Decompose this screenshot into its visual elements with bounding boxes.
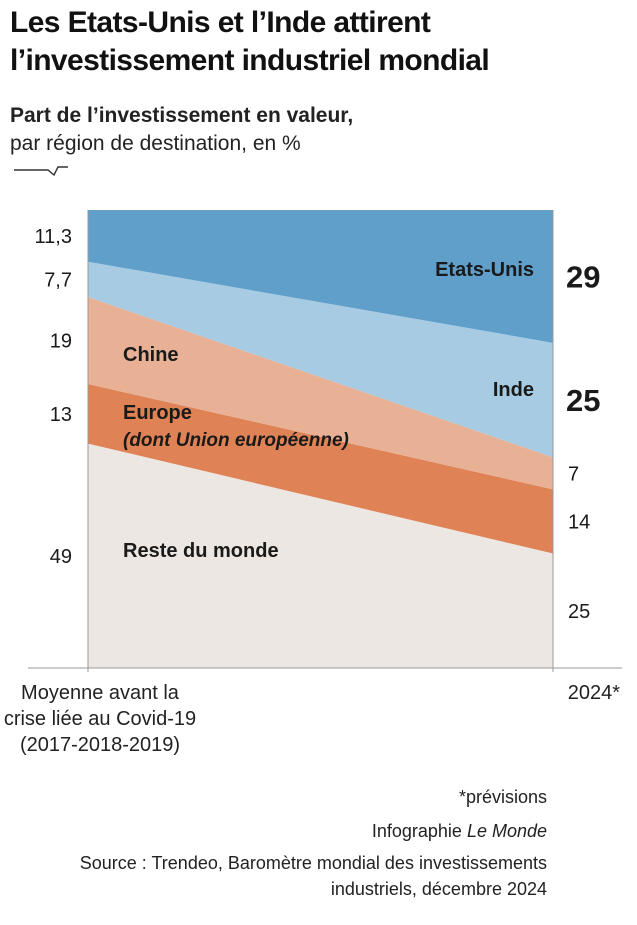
x-category-left: Moyenne avant la crise liée au Covid-19 … [3,682,197,756]
area-etats-unis [88,210,553,343]
left-value-reste-du-monde: 49 [50,546,72,568]
credit: Infographie Le Monde [372,818,547,844]
series-label-europe: Europe [123,402,192,424]
x-category-right: 2024* [567,682,620,704]
right-value-etats-unis: 29 [566,259,600,294]
area-reste-du-monde [88,443,553,668]
subtitle-bold: Part de l’investissement en valeur, [10,104,354,127]
left-value-etats-unis: 11,3 [35,226,72,248]
subtitle-regular: par région de destination, en % [10,132,301,155]
series-label-chine: Chine [123,344,179,366]
series-label-inde: Inde [493,379,534,401]
credit-prefix: Infographie [371,821,467,841]
right-value-chine: 7 [568,463,579,485]
area-europe [88,384,553,554]
area-chine [88,297,553,490]
right-value-inde: 25 [566,383,600,418]
area-inde [88,261,553,458]
footnote: *prévisions [458,787,547,807]
callout-pointer-icon [14,166,68,176]
left-value-chine: 19 [50,331,72,353]
left-value-inde: 7,7 [44,269,72,291]
series-label-detail-europe: (dont Union européenne) [123,430,349,451]
right-value-europe: 14 [568,511,590,533]
left-value-europe: 13 [50,404,72,426]
series-label-etats-unis: Etats-Unis [435,259,534,281]
series-label-reste-du-monde: Reste du monde [123,540,279,562]
chart-subtitle: Part de l’investissement en valeur, par … [10,102,353,158]
credit-source: Le Monde [466,821,547,841]
chart-title: Les Etats-Unis et l’Inde attirent l’inve… [10,6,490,77]
source-note: Source : Trendeo, Baromètre mondial des … [79,853,547,899]
right-value-reste-du-monde: 25 [568,601,590,623]
